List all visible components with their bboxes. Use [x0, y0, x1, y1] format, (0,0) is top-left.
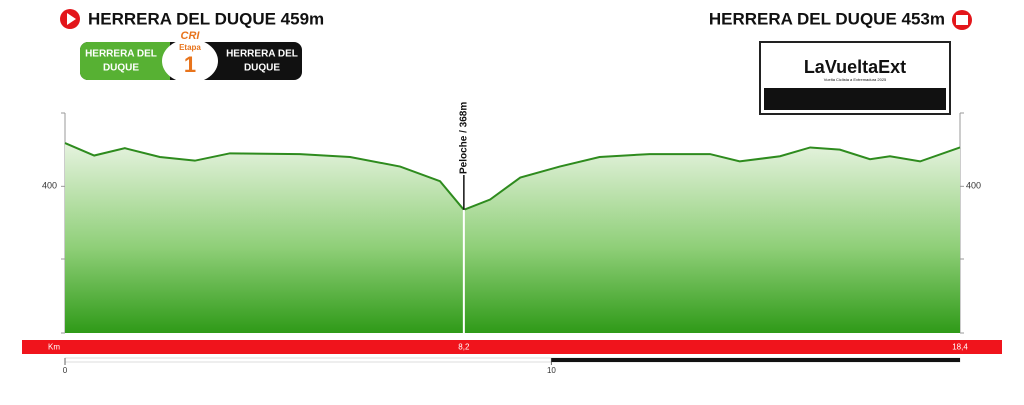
area — [65, 143, 960, 333]
x-tick-label: 0 — [63, 366, 68, 375]
stage-type: CRI — [181, 30, 201, 42]
badge-right-line: HERRERA DEL — [226, 49, 298, 60]
badge-right-line: DUQUE — [244, 63, 280, 74]
stage-word: Etapa — [179, 43, 201, 52]
x-tick-label: 10 — [547, 366, 556, 375]
badge-left-line: HERRERA DEL — [85, 49, 157, 60]
km-marker: 18,4 — [952, 343, 968, 352]
y-tick-label: 400 — [966, 181, 981, 191]
summit-label: Peloche / 368m — [458, 102, 469, 174]
logo-subtitle: Vuelta Ciclista a Extremadura 2025 — [824, 77, 887, 82]
logo-sponsors — [764, 88, 946, 110]
logo-name: LaVueltaExt — [804, 57, 906, 77]
stage-number: 1 — [184, 52, 196, 77]
badge-center — [162, 39, 218, 83]
profile-line — [64, 142, 961, 211]
distance-bar-dark — [551, 358, 960, 362]
km-label: Km — [48, 343, 60, 352]
start-label: HERRERA DEL DUQUE 459m — [88, 9, 324, 28]
start-arrow — [67, 13, 76, 25]
finish-flag — [956, 15, 968, 25]
km-marker: 8,2 — [458, 343, 470, 352]
badge-left — [80, 42, 170, 80]
finish-label: HERRERA DEL DUQUE 453m — [709, 9, 945, 28]
km-bar — [22, 340, 1002, 354]
badge-left-line: DUQUE — [103, 63, 139, 74]
y-tick-label: 400 — [42, 181, 57, 191]
